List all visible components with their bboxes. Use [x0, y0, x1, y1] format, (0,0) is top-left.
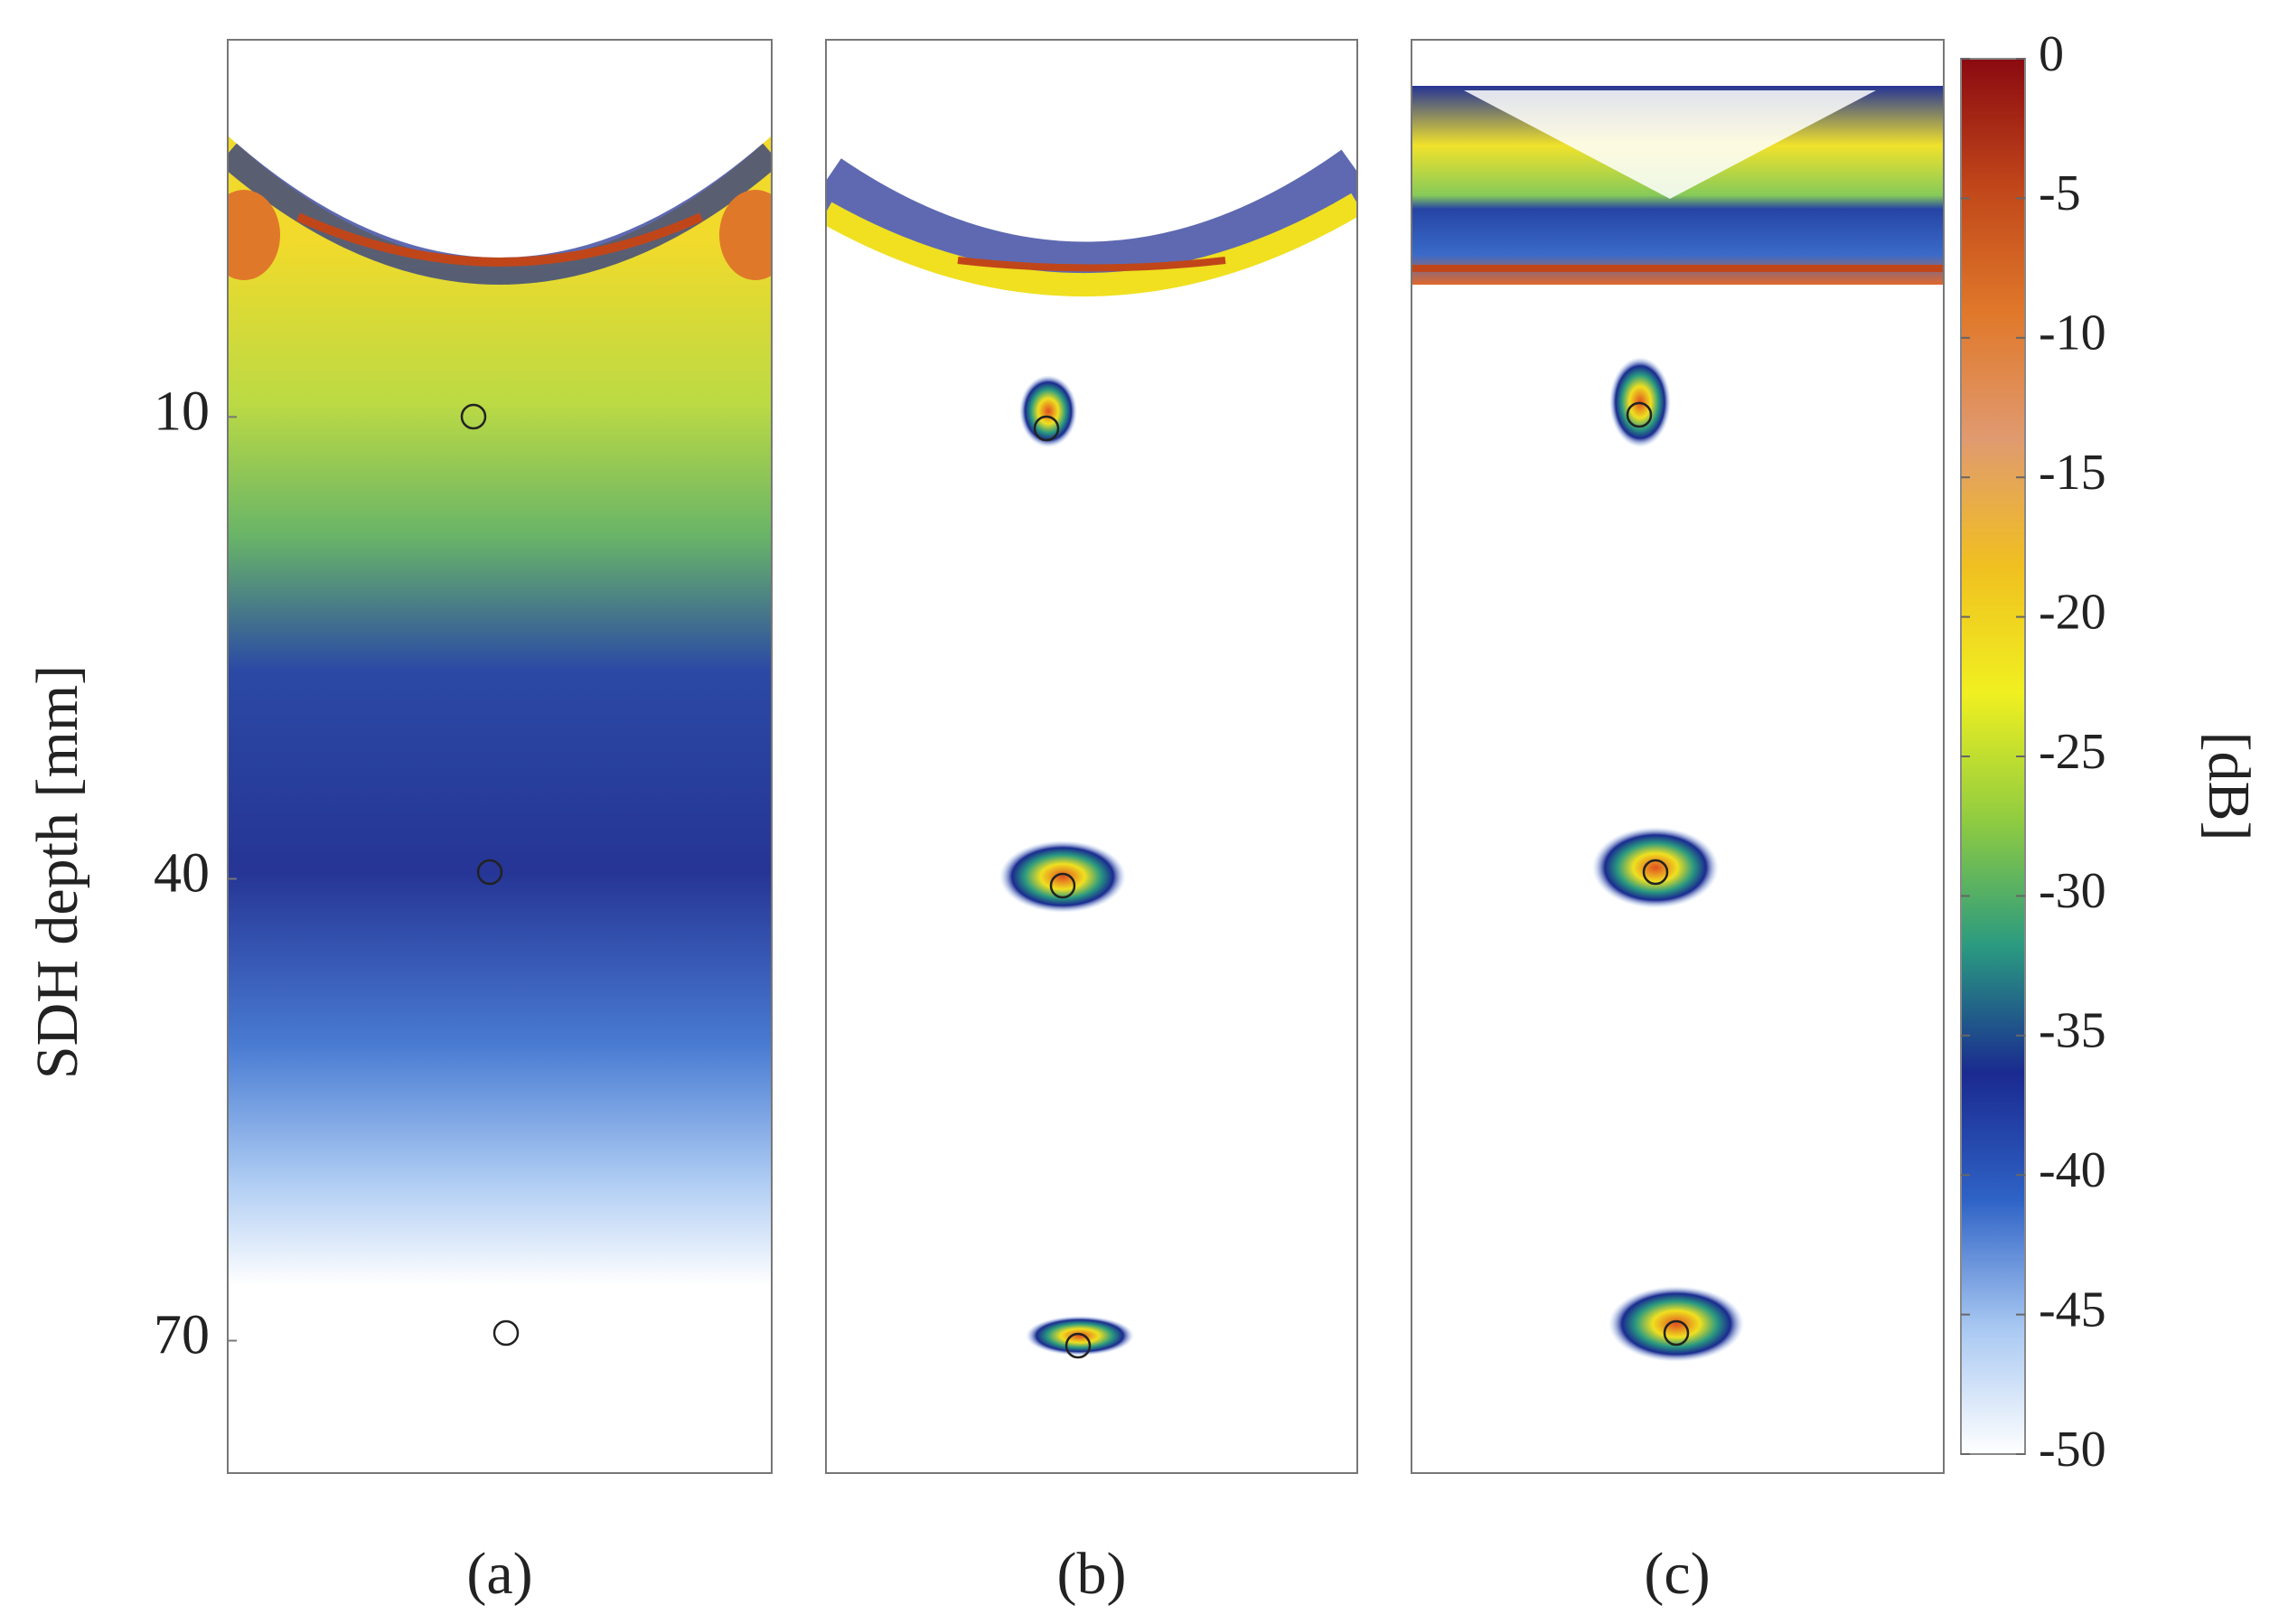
colorbar-tick-label: 0	[2039, 26, 2064, 82]
colorbar-tick-label: -20	[2039, 584, 2106, 640]
y-tick-label: 10	[154, 381, 210, 443]
colorbar-tick-label: -25	[2039, 724, 2106, 780]
colorbar-tick-label: -40	[2039, 1142, 2106, 1198]
colorbar-tick-label: -5	[2039, 165, 2081, 221]
colorbar-tick-label: -15	[2039, 445, 2106, 501]
y-tick-label: 70	[154, 1305, 210, 1366]
panel-b-image	[826, 149, 1357, 1356]
panel-label: (c)	[1644, 1541, 1710, 1607]
colorbar	[1960, 58, 2026, 1455]
panel-frames	[227, 39, 1945, 1474]
colorbar-tick-label: -45	[2039, 1281, 2106, 1338]
colorbar-tick-label: -35	[2039, 1003, 2106, 1059]
panel-a-image	[228, 136, 772, 1473]
colorbar-label: [dB]	[2196, 732, 2262, 841]
panel-label: (b)	[1057, 1541, 1127, 1607]
hole-markers	[460, 401, 1690, 1359]
colorbar-tick-label: -10	[2039, 305, 2106, 361]
panel-label: (a)	[466, 1541, 532, 1607]
colorbar-tick-label: -50	[2039, 1422, 2106, 1478]
colorbar-tick-label: -30	[2039, 863, 2106, 919]
panel-c-image	[1411, 86, 1944, 1362]
y-axis-label: SDH depth [mm]	[24, 665, 90, 1079]
y-tick-label: 40	[154, 843, 210, 905]
